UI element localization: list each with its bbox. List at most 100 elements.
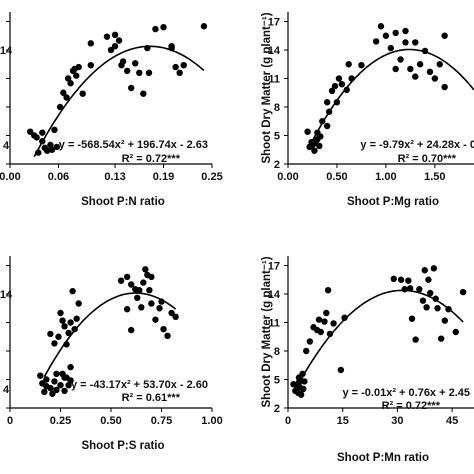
data-point: [430, 265, 438, 272]
data-point: [392, 65, 399, 73]
data-point: [377, 23, 385, 30]
fit-curve: [43, 292, 177, 378]
data-point: [317, 328, 325, 336]
regression-equation: y = -43.17x² + 53.70x - 2.60: [71, 379, 208, 391]
chart-panel-pmg: 0.00 0.50 1.00 1.50 2 5 8 11 14 17 y = -9.79x² + 2…: [261, 12, 474, 208]
data-point: [333, 99, 341, 106]
data-point: [459, 288, 467, 296]
data-point: [172, 313, 179, 320]
regression-equation: y = -568.54x² + 196.74x - 2.63: [59, 139, 208, 151]
data-point: [421, 267, 428, 274]
data-point: [128, 84, 135, 92]
data-point: [64, 75, 72, 82]
data-point: [111, 43, 119, 50]
regression-equation: y = -9.79x² + 24.28x - 0: [360, 139, 474, 151]
data-point: [412, 73, 419, 80]
y-axis-label: Shoot Dry Matter (g plant⁻¹): [261, 256, 273, 407]
data-point: [421, 47, 429, 55]
data-point: [441, 317, 449, 324]
data-point: [43, 147, 51, 154]
data-point: [445, 306, 452, 313]
x-axis-label: Shoot P:N ratio: [81, 196, 165, 208]
x-tick-label: 0: [285, 415, 291, 427]
data-point: [115, 37, 123, 44]
data-point: [432, 295, 439, 302]
data-point: [140, 279, 147, 286]
data-point: [382, 32, 390, 39]
data-point: [328, 87, 336, 95]
x-tick-label: 0.13: [104, 171, 125, 183]
regression-equation: y = -0.01x² + 0.76x + 2.45: [342, 387, 470, 399]
data-point: [107, 46, 115, 54]
data-point: [146, 287, 153, 294]
data-point: [317, 133, 324, 140]
data-point: [59, 317, 66, 324]
y-tick-label: 8: [274, 102, 280, 114]
y-tick-label: 17: [268, 17, 280, 29]
data-point: [392, 29, 399, 37]
data-point: [441, 32, 448, 39]
data-point: [49, 390, 56, 397]
data-point: [65, 329, 72, 337]
y-tick-label: 17: [268, 261, 280, 273]
data-point: [408, 315, 416, 322]
y-tick-label: 11: [268, 318, 280, 330]
y-tick-label: 2: [274, 159, 280, 171]
y-tick-label: 8: [274, 346, 280, 358]
data-point: [412, 336, 419, 343]
x-tick-label: 15: [337, 415, 349, 427]
data-point: [304, 128, 311, 135]
data-point: [67, 80, 74, 87]
data-point: [61, 323, 68, 330]
data-point: [326, 330, 334, 338]
data-point: [132, 60, 139, 67]
data-point: [134, 294, 141, 301]
data-point: [423, 304, 430, 311]
y-tick-label: 14: [268, 289, 281, 301]
data-point: [51, 340, 58, 347]
data-point: [397, 56, 404, 63]
data-point: [140, 90, 147, 97]
data-point: [401, 286, 408, 293]
data-point: [53, 143, 61, 151]
x-axis-label: Shoot P:S ratio: [81, 440, 164, 452]
data-point: [168, 309, 175, 317]
x-tick-label: 0.50: [100, 415, 121, 427]
data-point: [67, 363, 74, 371]
data-point: [39, 129, 46, 136]
data-point: [372, 38, 380, 45]
data-point: [111, 31, 119, 38]
data-point: [172, 63, 179, 71]
data-point: [295, 374, 303, 381]
data-point: [79, 90, 86, 97]
data-point: [75, 300, 82, 307]
data-point: [390, 275, 397, 282]
x-tick-label: 1.00: [201, 415, 222, 427]
data-point: [407, 65, 414, 73]
data-point: [387, 44, 394, 52]
data-point: [337, 366, 345, 374]
data-point: [27, 128, 34, 135]
data-point: [324, 287, 332, 294]
data-point: [55, 333, 62, 340]
data-point: [416, 286, 423, 293]
data-point: [306, 338, 314, 345]
y-tick-label: 14: [268, 45, 281, 57]
chart-panel-pmn: 0 15 30 45 2 5 8 11 14 17 y = -0.01x² + 0.76x + 2.…: [261, 256, 474, 464]
data-point: [136, 287, 143, 294]
chart-panel-ps: 0 0.25 0.50 0.75 1.00 4 14 y = -43.17x² + 53.70…: [0, 256, 223, 452]
chart-panel-pn: 0.00 0.06 0.13 0.19 0.25 4 14 y = -568.54x² + 1…: [0, 12, 223, 208]
x-tick-label: 0.00: [0, 171, 21, 183]
data-point: [67, 319, 74, 326]
data-point: [405, 277, 412, 284]
data-point: [160, 24, 167, 31]
data-point: [148, 300, 155, 307]
data-point: [323, 99, 331, 106]
data-point: [60, 89, 67, 96]
data-point: [160, 325, 167, 333]
fit-curve: [33, 45, 205, 158]
data-point: [323, 122, 331, 130]
data-point: [87, 61, 95, 69]
data-point: [71, 325, 78, 333]
x-tick-label: 0.00: [277, 171, 298, 183]
